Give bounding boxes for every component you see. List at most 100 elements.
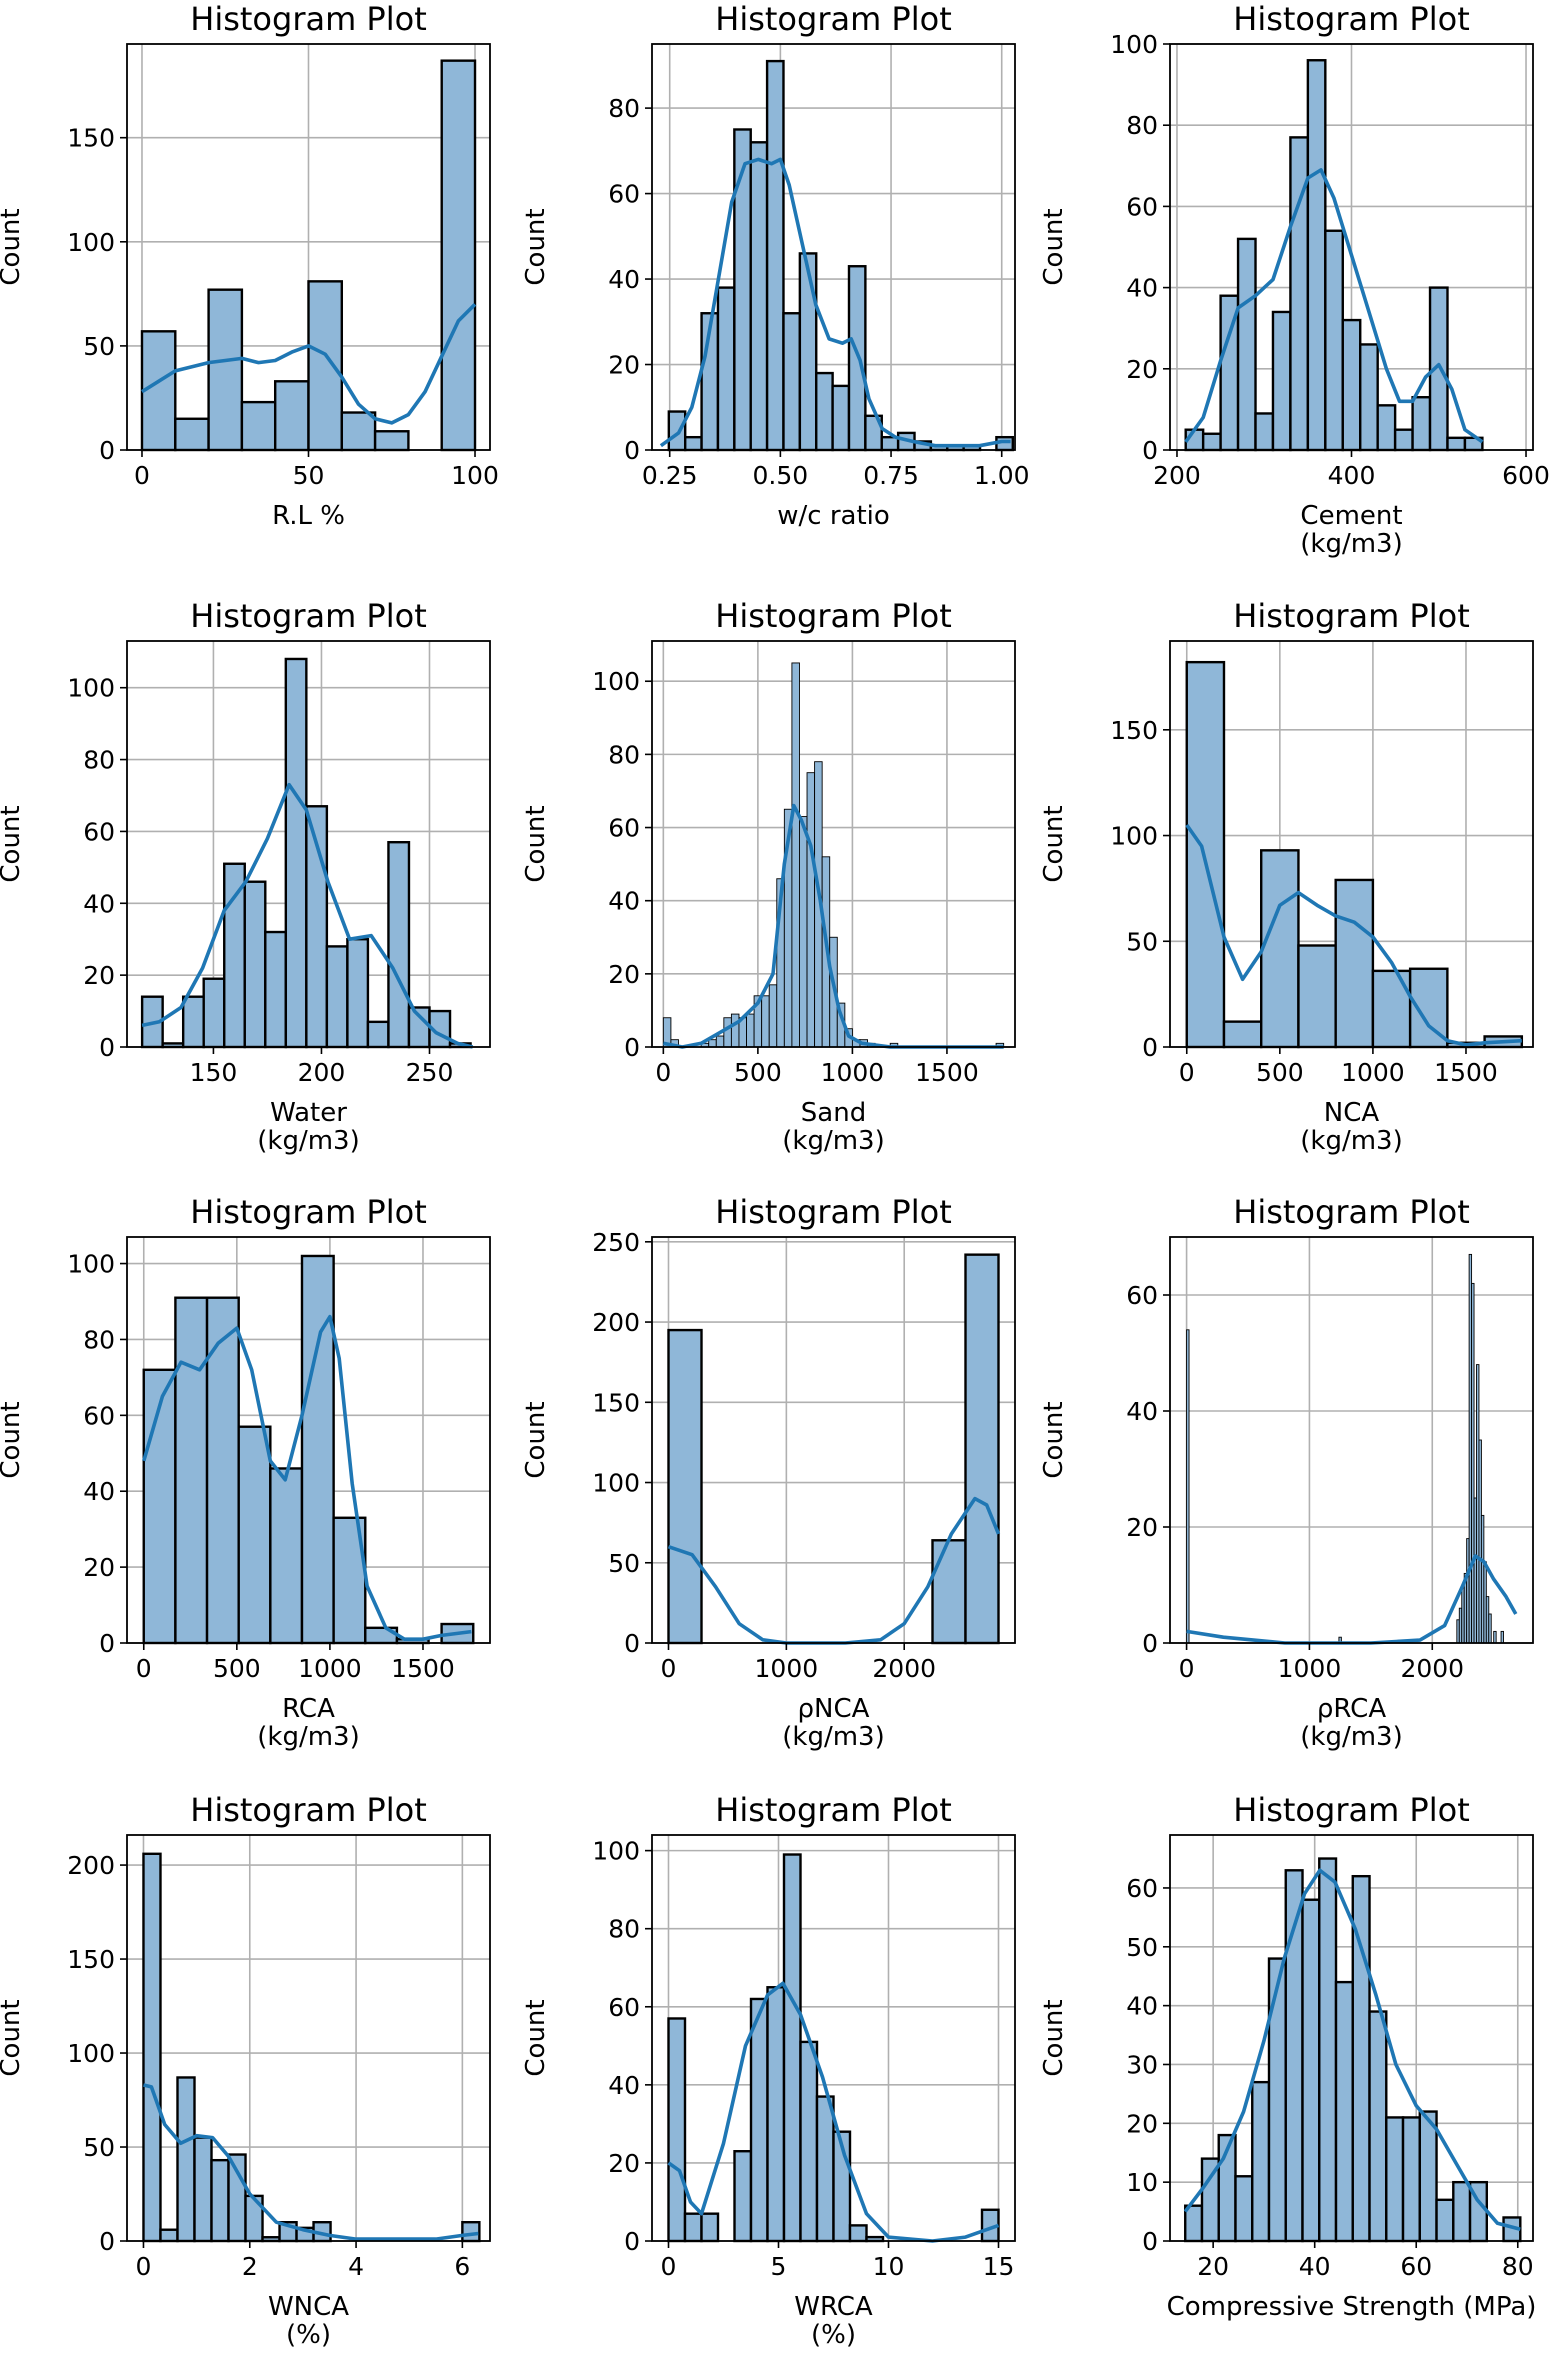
x-tick-label: 20 [1197, 2252, 1229, 2281]
y-tick-label: 80 [1126, 111, 1158, 140]
kde-curve [142, 1314, 472, 1641]
panel-title: Histogram Plot [190, 1193, 426, 1231]
histogram-bar [1222, 1020, 1263, 1049]
y-tick-label: 100 [67, 674, 115, 703]
y-tick-label: 10 [1126, 2168, 1158, 2197]
histogram-bar [1393, 428, 1414, 452]
x-tick-label: 1500 [1434, 1058, 1498, 1087]
x-tick-label: 2000 [1400, 1654, 1464, 1683]
histogram-bar [848, 2224, 868, 2243]
histogram-bar [243, 880, 267, 1049]
histogram-panel-2: 0.25 0.50 0.75 1.00 0 20 40 60 80 Histogram Plot w… [521, 0, 1030, 531]
x-tick-label: 1000 [1341, 1058, 1405, 1087]
y-tick-label: 60 [1126, 1874, 1158, 1903]
histogram-bar [815, 371, 834, 452]
y-tick-label: 50 [1126, 1933, 1158, 1962]
y-tick-label: 40 [1126, 1397, 1158, 1426]
y-tick-label: 60 [83, 817, 115, 846]
y-tick-label: 150 [67, 1945, 115, 1974]
histogram-panel-12: 20 40 60 80 0 10 20 30 40 50 60 Histogram Plot Compr… [1039, 1791, 1536, 2322]
axes-frame [651, 43, 1016, 451]
histogram-bar [715, 1035, 725, 1048]
histogram-bar [782, 1853, 802, 2243]
histogram-bar [240, 400, 277, 452]
x-tick-label: 1500 [391, 1654, 455, 1683]
axes-frame [651, 1834, 1016, 2242]
histogram-bar [1234, 2175, 1254, 2243]
y-tick-label: 40 [608, 265, 640, 294]
y-axis-label: Count [521, 805, 551, 882]
x-axis-label: Water [270, 1098, 347, 1128]
histogram-bar [1411, 396, 1432, 452]
histogram-bar [223, 862, 246, 1049]
x-tick-label: 80 [1502, 2252, 1534, 2281]
y-tick-label: 50 [608, 1549, 640, 1578]
histogram-bar [730, 1013, 740, 1048]
x-axis-label: (kg/m3) [782, 1126, 884, 1156]
kde-curve [667, 1981, 1000, 2243]
y-tick-label: 0 [1142, 436, 1158, 465]
histogram-bar [1236, 237, 1257, 452]
x-tick-label: 500 [213, 1654, 261, 1683]
y-tick-label: 20 [608, 960, 640, 989]
y-tick-label: 20 [608, 2149, 640, 2178]
histogram-bar [746, 1013, 755, 1048]
histogram-panel-11: 0 5 10 15 0 20 40 60 80 100 Histogram Plot WRCA(%) C… [521, 1791, 1016, 2350]
x-tick-label: 0.25 [642, 461, 698, 490]
histogram-panel-5: 0 500 1000 1500 0 20 40 60 80 100 Histogram Plot Sa… [521, 597, 1016, 1156]
histogram-bar [1359, 343, 1379, 452]
x-tick-label: 5 [771, 2252, 787, 2281]
y-tick-label: 60 [83, 1401, 115, 1430]
histogram-bar [684, 435, 703, 452]
y-axis-label: Count [1039, 1401, 1069, 1478]
x-tick-label: 1.00 [974, 461, 1030, 490]
x-axis-label: (kg/m3) [1300, 1126, 1402, 1156]
y-axis-label: Count [1039, 1999, 1069, 2076]
histogram-bar [1334, 878, 1375, 1049]
histogram-bar [723, 1017, 732, 1048]
histogram-bar [237, 1425, 272, 1645]
histogram-bar [766, 1986, 786, 2243]
panel-title: Histogram Plot [715, 1791, 951, 1829]
histogram-bar [733, 128, 752, 452]
x-tick-label: 15 [983, 2252, 1015, 2281]
kde-curve [1184, 168, 1484, 444]
histogram-panel-8: 0 1000 2000 0 50 100 150 200 250 Histogram Plot ρN… [521, 1193, 1016, 1752]
histogram-bar [749, 141, 769, 452]
panel-title: Histogram Plot [1233, 597, 1469, 635]
y-tick-label: 250 [592, 1228, 640, 1257]
y-tick-label: 0 [99, 2227, 115, 2256]
x-tick-label: 0 [661, 2252, 677, 2281]
histogram-bar [1318, 1857, 1338, 2243]
x-tick-label: 250 [406, 1058, 454, 1087]
kde-curve [141, 303, 477, 425]
y-tick-label: 200 [592, 1308, 640, 1337]
y-tick-label: 0 [99, 1629, 115, 1658]
axes-frame [1169, 1834, 1534, 2242]
histogram-panel-9: 0 1000 2000 0 20 40 60 Histogram Plot ρRCA(kg/m3… [1039, 1193, 1534, 1752]
histogram-bar [205, 1296, 240, 1645]
histogram-bar [181, 995, 205, 1049]
x-tick-label: 0 [655, 1058, 671, 1087]
histogram-bar [264, 930, 288, 1049]
kde-curve [659, 157, 1011, 448]
y-tick-label: 100 [67, 2039, 115, 2068]
x-axis-label: R.L % [272, 501, 345, 531]
x-tick-label: 500 [1256, 1058, 1304, 1087]
kde-curve [141, 782, 474, 1049]
x-axis-label: WRCA [794, 2292, 873, 2322]
panel-title: Histogram Plot [190, 597, 426, 635]
y-tick-label: 0 [624, 1033, 640, 1062]
kde-curve [667, 1496, 1001, 1645]
x-tick-label: 0 [136, 1654, 152, 1683]
x-tick-label: 4 [348, 2252, 364, 2281]
histogram-bar [159, 2228, 179, 2243]
x-axis-label: (kg/m3) [257, 1722, 359, 1752]
y-tick-label: 60 [608, 1993, 640, 2022]
x-axis-label: Sand [801, 1098, 866, 1128]
histogram-bar [207, 288, 244, 452]
x-axis-label: (kg/m3) [782, 1722, 884, 1752]
y-tick-label: 40 [1126, 274, 1158, 303]
histogram-bar [831, 384, 851, 452]
kde-curve [1185, 823, 1522, 1047]
